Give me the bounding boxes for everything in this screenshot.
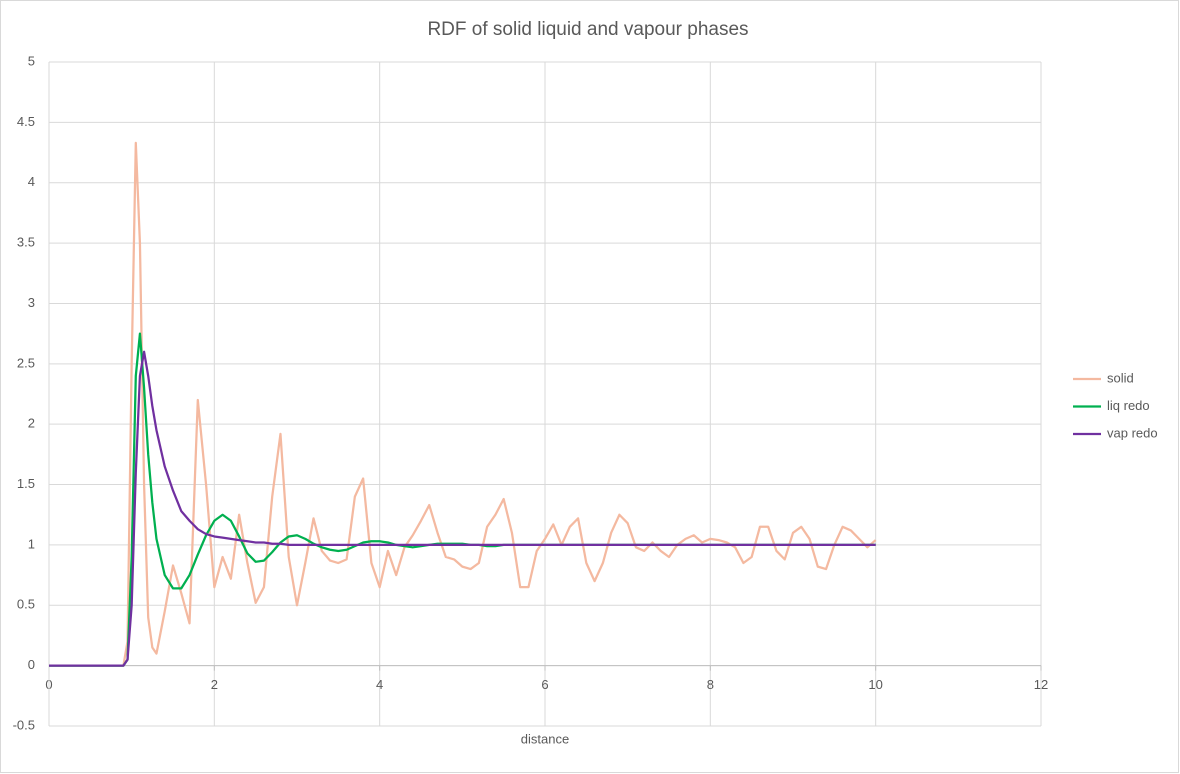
chart-title: RDF of solid liquid and vapour phases	[427, 19, 748, 40]
x-tick-label: 8	[707, 677, 714, 692]
y-tick-label: 1.5	[17, 476, 35, 491]
y-tick-label: 0.5	[17, 597, 35, 612]
y-tick-label: 3.5	[17, 235, 35, 250]
y-tick-label: 0	[28, 657, 35, 672]
x-tick-label: 4	[376, 677, 383, 692]
series-line	[49, 141, 877, 667]
x-tick-label: 2	[211, 677, 218, 692]
y-tick-label: 3	[28, 295, 35, 310]
series-line	[49, 350, 876, 667]
y-tick-label: 2.5	[17, 355, 35, 370]
legend-label: solid	[1107, 370, 1134, 385]
x-tick-label: 10	[868, 677, 882, 692]
y-tick-label: 1	[28, 536, 35, 551]
x-tick-label: 12	[1034, 677, 1048, 692]
y-tick-label: 4.5	[17, 114, 35, 129]
y-tick-label: 2	[28, 416, 35, 431]
y-tick-label: 5	[28, 53, 35, 68]
legend-label: vap redo	[1107, 425, 1158, 440]
legend-label: liq redo	[1107, 398, 1150, 413]
y-tick-label: -0.5	[13, 717, 35, 732]
x-axis-label: distance	[521, 731, 569, 746]
x-tick-label: 6	[541, 677, 548, 692]
y-tick-label: 4	[28, 174, 35, 189]
